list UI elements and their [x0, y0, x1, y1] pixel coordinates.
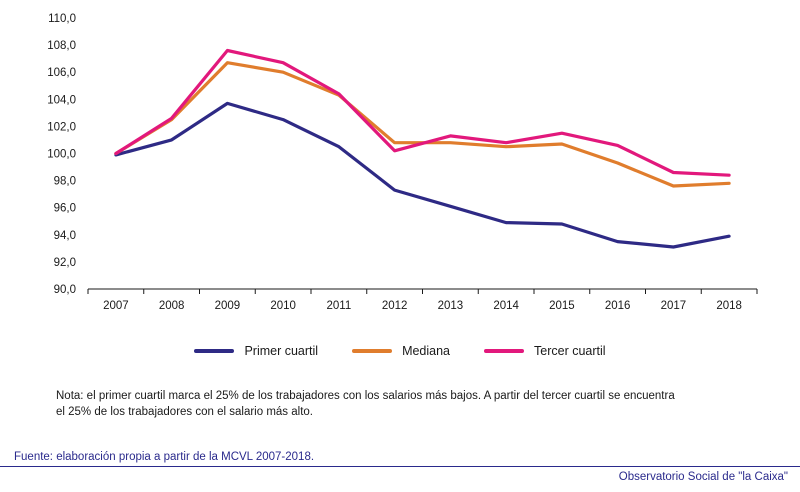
y-tick-label: 94,0	[54, 230, 76, 242]
y-tick-label: 110,0	[48, 13, 76, 25]
x-tick-label: 2007	[103, 300, 129, 312]
x-tick-label: 2015	[549, 300, 575, 312]
note-line-2: el 25% de los trabajadores con el salari…	[56, 406, 313, 418]
x-tick-label: 2010	[270, 300, 296, 312]
brand-text: Observatorio Social de "la Caixa"	[618, 471, 788, 483]
legend-label-primer-cuartil: Primer cuartil	[244, 344, 319, 358]
series-line-tercer-cuartil	[114, 48, 731, 177]
y-tick-label: 92,0	[54, 257, 76, 269]
legend-item-mediana: Mediana	[352, 344, 450, 358]
y-tick-label: 96,0	[54, 203, 76, 215]
footer-divider	[0, 466, 800, 467]
legend: Primer cuartil Mediana Tercer cuartil	[0, 344, 800, 358]
x-tick-label: 2012	[382, 300, 408, 312]
series-lines	[114, 48, 731, 249]
legend-item-tercer-cuartil: Tercer cuartil	[484, 344, 606, 358]
note-line-1: Nota: el primer cuartil marca el 25% de …	[56, 390, 675, 402]
x-tick-label: 2009	[215, 300, 241, 312]
legend-swatch-tercer-cuartil	[484, 349, 525, 353]
y-tick-label: 106,0	[47, 67, 76, 79]
y-tick-label: 100,0	[47, 149, 76, 161]
source-text: Fuente: elaboración propia a partir de l…	[14, 451, 315, 463]
x-axis: 2007 2008 2009 2010 2011 2012 2013 2014 2015 2016…	[87, 288, 758, 312]
y-tick-label: 104,0	[47, 94, 76, 106]
x-tick-label: 2011	[327, 300, 352, 312]
y-tick-label: 102,0	[47, 121, 76, 133]
y-tick-label: 98,0	[54, 176, 76, 188]
legend-swatch-mediana	[352, 349, 393, 353]
x-tick-label: 2008	[159, 300, 185, 312]
x-tick-label: 2013	[438, 300, 464, 312]
line-chart: 90,0 92,0 94,0 96,0 98,0 100,0 102,0 104,0 106,0…	[47, 13, 758, 312]
x-tick-label: 2017	[661, 300, 687, 312]
y-tick-label: 90,0	[54, 284, 76, 296]
legend-label-mediana: Mediana	[402, 344, 451, 358]
series-line-primer-cuartil	[114, 101, 731, 249]
legend-swatch-primer-cuartil	[194, 349, 235, 353]
legend-label-tercer-cuartil: Tercer cuartil	[534, 344, 606, 358]
chart-note: Nota: el primer cuartil marca el 25% de …	[56, 388, 716, 420]
x-tick-label: 2016	[605, 300, 631, 312]
series-line-mediana	[114, 61, 731, 188]
x-tick-label: 2014	[493, 300, 519, 312]
y-axis: 90,0 92,0 94,0 96,0 98,0 100,0 102,0 104,0 106,0…	[47, 13, 76, 296]
x-tick-label: 2018	[716, 300, 742, 312]
y-tick-label: 108,0	[47, 40, 76, 52]
legend-item-primer-cuartil: Primer cuartil	[194, 344, 318, 358]
